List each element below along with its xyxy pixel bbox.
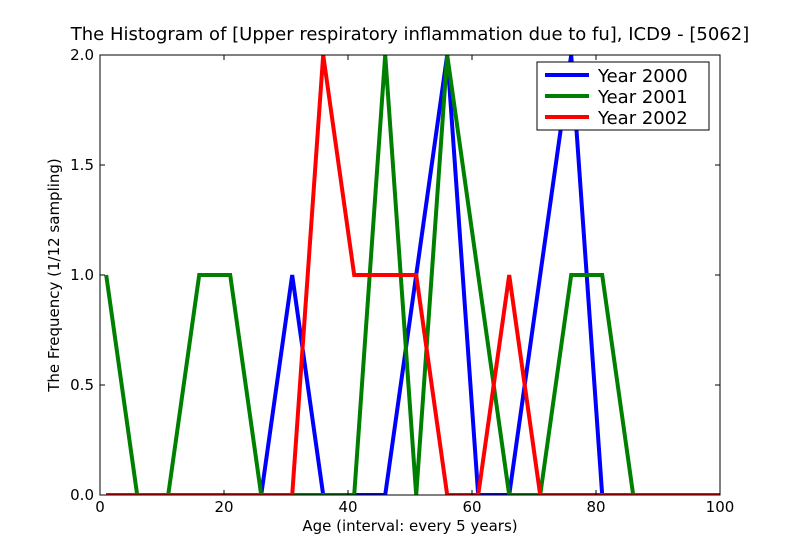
- x-tick-label: 0: [95, 498, 105, 516]
- legend-label: Year 2001: [597, 87, 688, 108]
- axis-ticks: 0 20 40 60 80 100 0.0 0.5 1.0 1.5 2.0: [70, 46, 734, 516]
- x-tick-label: 60: [462, 498, 481, 516]
- series-line-2: [104, 55, 720, 495]
- y-tick-label: 1.0: [70, 266, 94, 284]
- y-axis-label: The Frequency (1/12 sampling): [45, 158, 63, 393]
- legend-label: Year 2000: [597, 66, 688, 87]
- x-tick-label: 80: [586, 498, 605, 516]
- y-tick-label: 1.5: [70, 156, 94, 174]
- chart-title: The Histogram of [Upper respiratory infl…: [70, 24, 749, 45]
- x-axis-label: Age (interval: every 5 years): [302, 517, 517, 535]
- legend-label: Year 2002: [597, 108, 688, 129]
- y-tick-label: 0.0: [70, 486, 94, 504]
- x-tick-label: 20: [214, 498, 233, 516]
- series-line-3: [106, 55, 720, 495]
- x-tick-label: 100: [706, 498, 735, 516]
- plot-area: [104, 55, 720, 495]
- x-tick-label: 40: [338, 498, 357, 516]
- y-tick-label: 0.5: [70, 376, 94, 394]
- y-tick-label: 2.0: [70, 46, 94, 64]
